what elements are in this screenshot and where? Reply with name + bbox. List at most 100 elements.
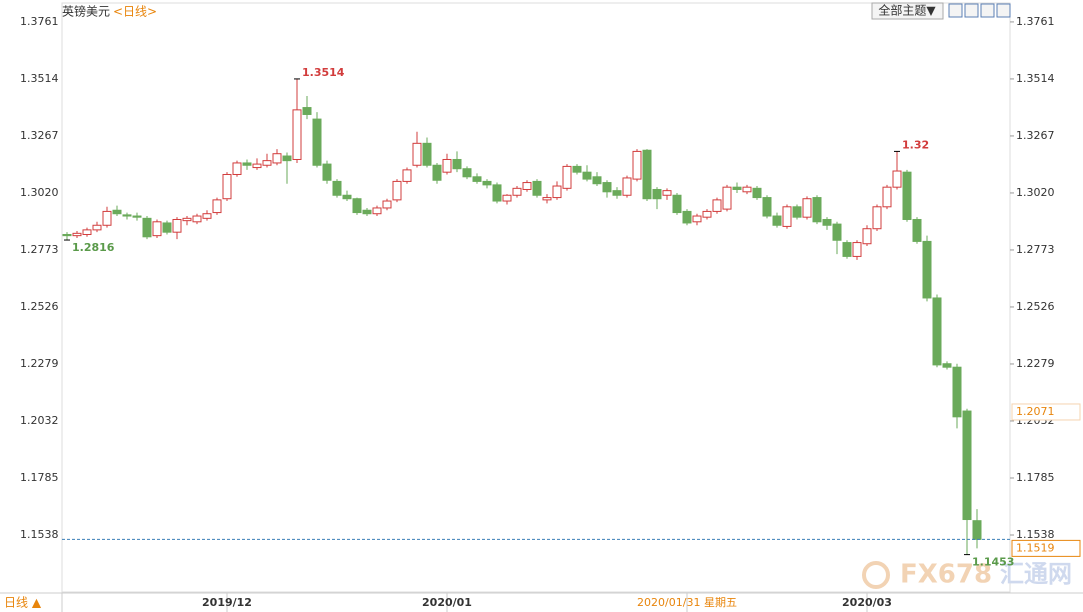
y-tick-label: 1.1538 — [20, 528, 59, 541]
candle-body — [72, 232, 82, 237]
icon-button[interactable] — [996, 3, 1011, 18]
candle-body — [912, 218, 922, 242]
candle-body — [872, 206, 882, 230]
candle-body — [602, 182, 612, 193]
period-label[interactable]: 日线 ▲ — [4, 596, 42, 610]
watermark: 汇通网 — [1000, 560, 1072, 588]
candle-body — [162, 222, 172, 233]
y-tick-label: 1.3267 — [1016, 129, 1055, 142]
candle-body — [502, 194, 512, 202]
x-tick-label: 2020/01 — [422, 596, 472, 609]
candle-body — [172, 218, 182, 233]
candle-body — [652, 188, 662, 200]
candle-body — [812, 197, 822, 223]
candle-body — [932, 297, 942, 366]
icon-button[interactable] — [948, 3, 963, 18]
candle-body — [762, 197, 772, 217]
candle-body — [282, 155, 292, 162]
candle-body — [102, 210, 112, 226]
candle-body — [752, 187, 762, 199]
watermark: FX678 — [900, 560, 992, 590]
candle-body — [622, 177, 632, 196]
y-tick-label: 1.1785 — [1016, 471, 1055, 484]
candle-body — [362, 209, 372, 215]
icon-button[interactable] — [964, 3, 979, 18]
candle-body — [802, 198, 812, 218]
candle-body — [522, 182, 532, 190]
x-tick-label: 2020/01/31 星期五 — [637, 596, 737, 609]
candle-body — [552, 185, 562, 199]
last-price-box — [1011, 539, 1081, 557]
annotation-label: 1.3514 — [302, 66, 345, 79]
candle-body — [672, 194, 682, 214]
cursor-price-label: 1.2071 — [1016, 405, 1055, 418]
candle-body — [862, 228, 872, 245]
candle-body — [302, 107, 312, 115]
y-tick-label: 1.2773 — [20, 243, 59, 256]
y-tick-label: 1.2773 — [1016, 243, 1055, 256]
candle-body — [572, 165, 582, 173]
candle-body — [452, 158, 462, 170]
candle-body — [712, 199, 722, 212]
y-tick-label: 1.1538 — [1016, 528, 1055, 541]
candle-body — [882, 186, 892, 208]
candle-body — [772, 215, 782, 226]
candle-body — [342, 194, 352, 200]
candle-body — [582, 171, 592, 180]
y-tick-label: 1.3267 — [20, 129, 59, 142]
candle-body — [252, 163, 262, 169]
candle-body — [662, 190, 672, 196]
chart-title: 英镑美元 — [62, 4, 110, 19]
cursor-price-box — [1011, 403, 1081, 421]
candle-body — [192, 215, 202, 223]
chart-subtitle: <日线> — [113, 5, 157, 19]
candle-body — [382, 200, 392, 209]
candle-body — [892, 170, 902, 188]
candle-body — [692, 215, 702, 223]
y-tick-label: 1.3761 — [1016, 15, 1055, 28]
candle-body — [972, 520, 982, 540]
candle-body — [512, 187, 522, 196]
candle-body — [142, 217, 152, 238]
candle-body — [962, 410, 972, 521]
y-tick-label: 1.3020 — [1016, 186, 1055, 199]
y-tick-label: 1.2279 — [1016, 357, 1055, 370]
candle-body — [702, 210, 712, 218]
y-tick-label: 1.3514 — [1016, 72, 1055, 85]
candle-body — [352, 198, 362, 214]
x-tick-label: 2019/12 — [202, 596, 252, 609]
candle-body — [62, 233, 72, 237]
theme-button-label[interactable]: 全部主题▼ — [878, 3, 936, 18]
candle-body — [212, 199, 222, 214]
candle-body — [92, 224, 102, 231]
candle-body — [242, 162, 252, 166]
candle-body — [822, 218, 832, 226]
theme-button[interactable] — [871, 2, 944, 20]
annotation-label: 1.2816 — [72, 241, 115, 254]
candle-body — [492, 184, 502, 202]
watermark-logo — [862, 561, 890, 589]
candle-body — [792, 206, 802, 218]
y-tick-label: 1.1785 — [20, 471, 59, 484]
candle-body — [272, 153, 282, 164]
icon-button[interactable] — [980, 3, 995, 18]
candle-body — [262, 160, 272, 166]
candle-body — [682, 210, 692, 224]
candle-body — [472, 176, 482, 182]
candle-body — [852, 242, 862, 257]
candle-body — [952, 366, 962, 418]
candle-body — [922, 240, 932, 299]
candle-body — [222, 173, 232, 200]
candle-body — [232, 162, 242, 175]
toolbar-icons[interactable] — [948, 3, 1011, 18]
y-tick-label: 1.3761 — [20, 15, 59, 28]
y-tick-label: 1.2526 — [1016, 300, 1055, 313]
candle-body — [312, 118, 322, 166]
candle-body — [832, 223, 842, 241]
candle-body — [422, 142, 432, 166]
candle-body — [202, 213, 212, 219]
y-tick-label: 1.2032 — [20, 414, 59, 427]
y-tick-label: 1.3020 — [20, 186, 59, 199]
candle-body — [902, 171, 912, 220]
